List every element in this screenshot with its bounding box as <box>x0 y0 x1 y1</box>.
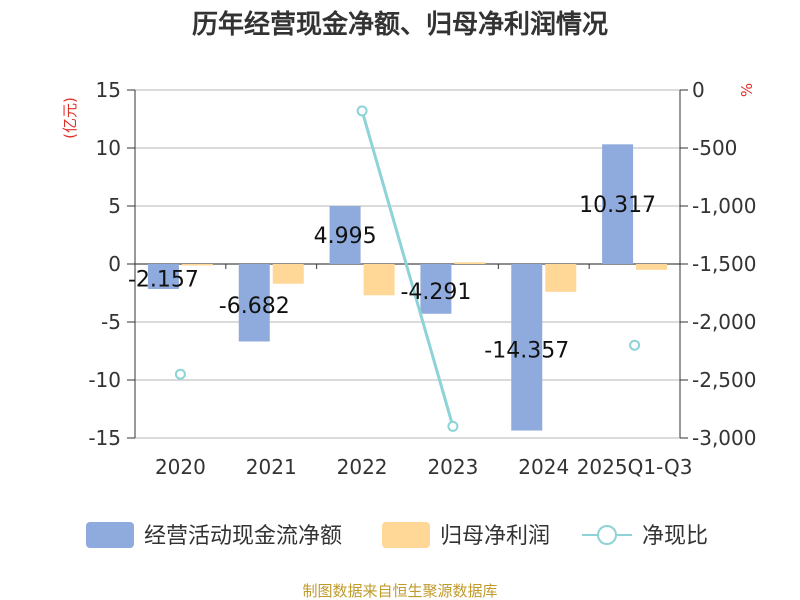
bar-net-profit <box>272 264 304 284</box>
bar-cashflow <box>420 264 452 314</box>
x-tick-label: 2020 <box>155 455 206 479</box>
left-tick-label: 5 <box>108 194 121 218</box>
right-tick-label: 0 <box>692 78 705 102</box>
data-label-cashflow: -4.291 <box>400 280 471 305</box>
x-tick-label: 2023 <box>427 455 478 479</box>
ratio-point <box>629 339 641 351</box>
x-tick-label: 2025Q1-Q3 <box>577 455 693 479</box>
right-tick-label: -1,000 <box>692 194 756 218</box>
left-tick-label: 10 <box>96 136 121 160</box>
left-tick-label: -5 <box>101 310 121 334</box>
legend-swatch-net-profit <box>382 522 430 548</box>
x-tick-labels: 2020 2021 2022 2023 2024 2025Q1-Q3 <box>155 455 693 479</box>
legend-label-cashflow: 经营活动现金流净额 <box>144 524 342 549</box>
bar-cashflow <box>511 264 543 431</box>
bar-cashflow <box>329 206 361 264</box>
data-labels: -2.157 -6.682 4.995 -4.291 -14.357 10.317 <box>128 193 656 363</box>
bar-net-profit <box>454 262 486 264</box>
bar-net-profit <box>545 264 577 292</box>
right-tick-label: -3,000 <box>692 426 756 450</box>
right-axis-unit: % <box>738 83 756 97</box>
source-note: 制图数据来自恒生聚源数据库 <box>302 582 497 600</box>
ratio-point <box>174 368 186 380</box>
x-tick-label: 2021 <box>246 455 297 479</box>
ratio-line-segment <box>360 110 455 427</box>
bar-net-profit <box>181 264 213 266</box>
right-tick-label: -1,500 <box>692 252 756 276</box>
data-label-cashflow: 10.317 <box>579 193 656 218</box>
legend-label-net-profit: 归母净利润 <box>440 524 550 549</box>
legend-label-ratio: 净现比 <box>642 524 708 549</box>
right-tick-label: -2,500 <box>692 368 756 392</box>
legend: 经营活动现金流净额 归母净利润 净现比 <box>86 522 708 549</box>
left-tick-label: -10 <box>88 368 121 392</box>
right-tick-label: -500 <box>692 136 737 160</box>
chart-title: 历年经营现金净额、归母净利润情况 <box>192 9 608 40</box>
bar-net-profit <box>636 264 668 270</box>
data-label-cashflow: -6.682 <box>219 294 290 319</box>
x-tick-label: 2022 <box>337 455 388 479</box>
ratio-point <box>356 105 368 117</box>
data-label-cashflow: 4.995 <box>314 224 377 249</box>
x-tick-label: 2024 <box>518 455 569 479</box>
bar-cashflow <box>147 264 179 290</box>
bars <box>147 144 668 431</box>
legend-marker-ratio <box>597 525 617 545</box>
left-tick-label: 0 <box>108 252 121 276</box>
left-tick-label: -15 <box>88 426 121 450</box>
ratio-point <box>447 420 459 432</box>
left-tick-labels: 15 10 5 0 -5 -10 -15 <box>88 78 121 450</box>
data-label-cashflow: -14.357 <box>484 338 569 363</box>
right-tick-labels: 0 -500 -1,000 -1,500 -2,000 -2,500 -3,000 <box>692 78 756 450</box>
bar-net-profit <box>363 264 395 296</box>
legend-swatch-cashflow <box>86 522 134 548</box>
left-tick-label: 15 <box>96 78 121 102</box>
bar-cashflow <box>238 264 270 342</box>
right-tick-label: -2,000 <box>692 310 756 334</box>
left-axis-unit: (亿元) <box>61 97 79 139</box>
ratio-line <box>174 105 641 432</box>
bar-cashflow <box>602 144 634 264</box>
data-label-cashflow: -2.157 <box>128 268 199 293</box>
